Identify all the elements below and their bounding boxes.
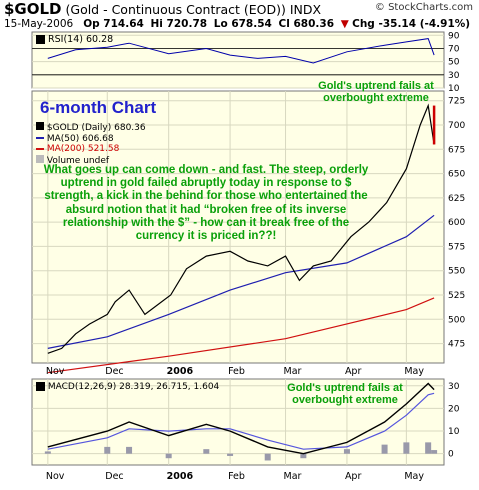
macd-histogram-bar [203,449,210,454]
y-tick-label: 30 [448,382,460,392]
x-tick-label: Feb [228,366,245,377]
macd-histogram-bar [431,450,438,454]
price-legend: $GOLD (Daily) 680.36 MA(50) 606.68 MA(20… [36,122,146,166]
macd-histogram-bar [264,453,271,461]
legend-ma50-text: MA(50) 606.68 [46,133,114,144]
price-line [47,103,435,354]
quote-line: 15-May-2006 Op 714.64 Hi 720.78 Lo 678.5… [4,18,470,30]
y-tick-label: 575 [448,242,465,252]
x-tick-label: Mar [284,366,302,377]
macd-label: MACD(12,26,9) 28.319, 26.715, 1.604 [36,382,219,392]
chart-title: 6-month Chart [40,98,157,117]
macd-panel-frame [31,378,445,466]
x-tick-label: Dec [105,471,123,482]
macd-note-line2: overbought extreme [292,394,398,406]
y-tick-label: 725 [448,97,465,107]
y-tick-label: 30 [448,71,460,81]
x-tick-label: Dec [105,366,123,377]
rsi-legend-swatch [36,35,45,44]
quote-close: Cl 680.36 [278,18,335,30]
y-tick-label: 0 [448,450,454,460]
y-tick-label: 625 [448,194,465,204]
y-tick-label: 650 [448,170,465,180]
quote-date: 15-May-2006 [4,18,74,30]
macd-histogram-bar [126,446,133,454]
price-panel: 475 500 525 550 575 600 625 650 675 700 725 Nov Dec… [31,90,465,377]
x-tick-label: Nov [46,366,65,377]
rsi-note-line2: overbought extreme [323,92,429,104]
rsi-label: RSI(14) 60.28 [36,34,113,45]
legend-volume-text: Volume undef [46,155,110,166]
macd-histogram-bar [403,442,410,454]
macd-line [47,382,435,455]
quote-change: Chg -35.14 (-4.91%) [352,18,471,30]
macd-label-text: MACD(12,26,9) 28.319, 26.715, 1.604 [47,382,220,392]
x-tick-label: 2006 [167,471,194,482]
symbol: $GOLD [4,0,62,18]
rsi-panel-frame [31,31,445,89]
x-tick-label: May [404,366,424,377]
ma50-line [47,214,435,349]
legend-volume-swatch [36,154,44,163]
y-tick-label: 10 [448,427,460,437]
macd-histogram-bar [44,451,51,454]
macd-histogram-bar [300,453,307,459]
x-tick-label: Mar [284,471,302,482]
legend-ma50-swatch [36,137,44,139]
macd-note: Gold's uptrend fails at overbought extre… [270,382,420,406]
chart-annotation: What goes up can come down - and fast. T… [43,164,369,243]
y-tick-label: 90 [448,31,460,41]
legend-volume: Volume undef [36,154,146,167]
quote-open: Op 714.64 [83,18,144,30]
y-tick-label: 20 [448,404,460,414]
y-tick-label: 550 [448,267,465,277]
macd-panel: 0 10 20 30 Nov Dec 2006 Feb Mar Apr May [31,378,460,482]
rsi-note-line1: Gold's uptrend fails at [318,80,434,92]
site-credit: © StockCharts.com [374,2,473,13]
y-tick-label: 700 [448,121,465,131]
y-tick-label: 50 [448,58,460,68]
legend-price: $GOLD (Daily) 680.36 [36,122,146,134]
legend-ma200-swatch [36,147,44,150]
x-tick-label: Feb [228,471,245,482]
legend-ma200-text: MA(200) 521.58 [46,144,120,154]
macd-histogram-bar [104,446,111,454]
rsi-panel: 10 30 50 70 90 [31,31,460,94]
ma200-line [47,297,435,374]
quote-low: Lo 678.54 [213,18,272,30]
macd-histogram-bar [343,449,350,454]
y-tick-label: 675 [448,145,465,155]
rsi-label-text: RSI(14) 60.28 [48,34,114,45]
macd-histogram-bar [165,453,172,459]
y-tick-label: 70 [448,44,460,54]
x-tick-label: Apr [345,366,362,377]
y-tick-label: 525 [448,291,465,301]
x-tick-label: Apr [345,471,362,482]
legend-ma200: MA(200) 521.58 [36,144,146,155]
chart-header-title: $GOLD (Gold - Continuous Contract (EOD))… [4,0,321,18]
macd-histogram-bar [381,444,388,454]
x-tick-label: May [404,471,424,482]
rsi-line [47,38,435,64]
y-tick-label: 10 [448,84,460,94]
x-tick-label: Nov [46,471,65,482]
y-tick-label: 500 [448,315,465,325]
y-tick-label: 475 [448,340,465,350]
x-tick-label: 2006 [167,366,194,377]
macd-signal-line [47,392,435,450]
symbol-description: (Gold - Continuous Contract (EOD)) INDX [65,2,322,17]
rsi-note: Gold's uptrend fails at overbought extre… [300,80,452,104]
y-tick-label: 600 [448,218,465,228]
macd-histogram-bar [425,442,432,454]
legend-ma50: MA(50) 606.68 [36,134,146,145]
macd-legend-swatch [36,382,45,391]
macd-note-line1: Gold's uptrend fails at [287,382,403,394]
legend-price-text: $GOLD (Daily) 680.36 [46,123,146,133]
quote-high: Hi 720.78 [150,18,208,30]
quote-change-arrow: ▼ [340,18,349,30]
macd-histogram-bar [227,453,234,456]
legend-price-swatch [36,122,44,130]
